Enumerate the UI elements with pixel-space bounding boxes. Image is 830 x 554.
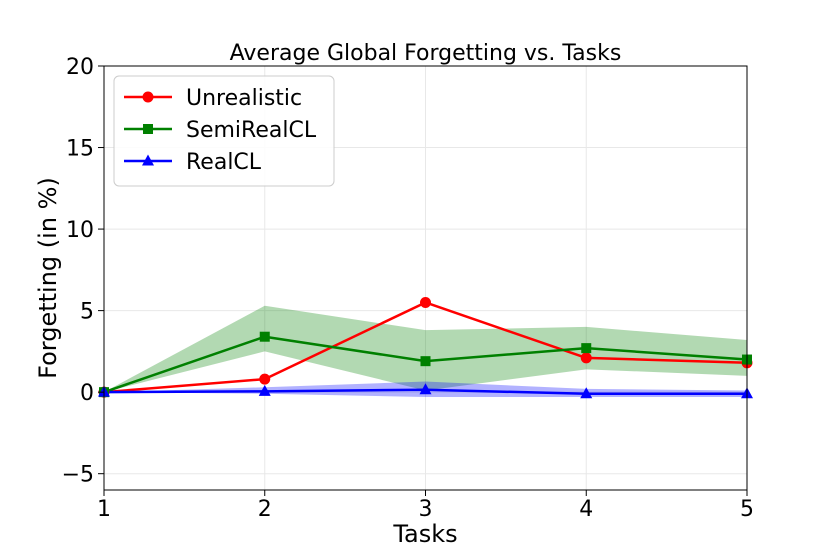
unrealistic-marker xyxy=(259,373,271,385)
legend-semirealcl-marker xyxy=(143,124,153,134)
chart-title: Average Global Forgetting vs. Tasks xyxy=(230,41,622,66)
axis-ticks: 1 2 3 4 5 −5 0 5 10 15 20 xyxy=(62,55,754,522)
semirealcl-marker xyxy=(581,343,592,354)
x-tick-label: 2 xyxy=(258,497,272,522)
legend-realcl-marker xyxy=(142,154,154,166)
y-tick-label: 0 xyxy=(80,381,94,406)
y-tick-label: −5 xyxy=(62,463,94,488)
realcl-marker xyxy=(580,387,593,399)
legend-box xyxy=(113,75,335,187)
semirealcl-marker xyxy=(420,356,431,367)
y-tick-label: 15 xyxy=(66,137,94,162)
unrealistic-marker xyxy=(420,296,431,308)
unrealistic-marker xyxy=(580,352,592,364)
y-tick-label: 5 xyxy=(80,300,94,325)
x-axis-label: Tasks xyxy=(392,520,457,548)
realcl-marker xyxy=(258,384,271,396)
legend-label-realcl: RealCL xyxy=(186,150,262,175)
semirealcl-marker xyxy=(259,331,270,342)
legend-label-unrealistic: Unrealistic xyxy=(186,86,302,111)
y-tick-label: 10 xyxy=(66,218,94,243)
x-tick-label: 3 xyxy=(419,497,433,522)
legend-unrealistic-marker xyxy=(142,91,154,103)
semirealcl-band xyxy=(104,305,747,393)
legend-label-semirealcl: SemiRealCL xyxy=(186,118,317,143)
x-tick-label: 4 xyxy=(579,497,593,522)
realcl-marker xyxy=(419,383,432,395)
x-tick-label: 1 xyxy=(97,497,111,522)
legend: Unrealistic SemiRealCL RealCL xyxy=(113,75,335,187)
y-tick-label: 20 xyxy=(66,55,94,80)
x-tick-label: 5 xyxy=(740,497,754,522)
y-axis-label: Forgetting (in %) xyxy=(34,177,62,379)
